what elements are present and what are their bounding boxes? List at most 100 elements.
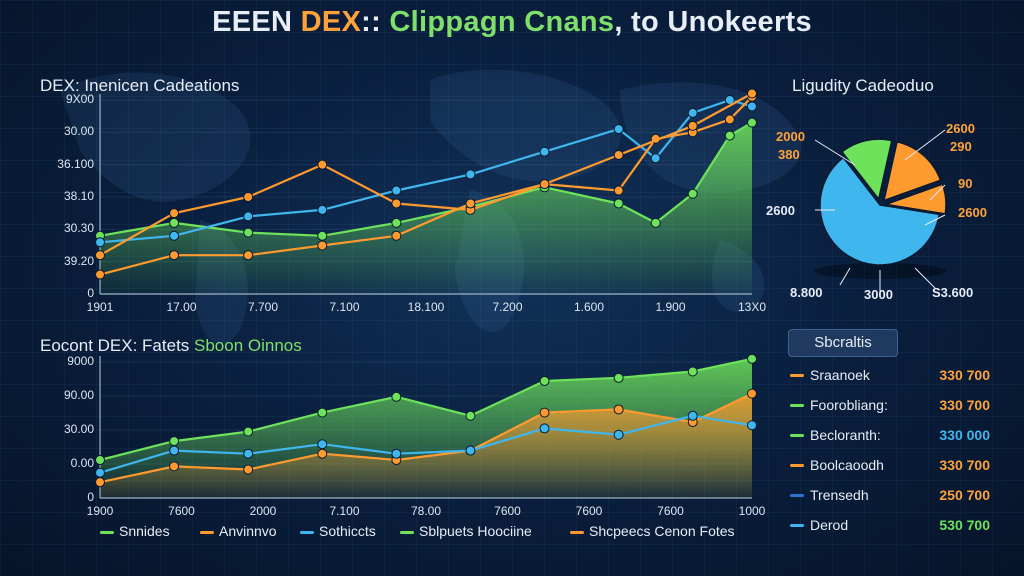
series-line-1 xyxy=(99,98,753,244)
x-tick-label: 7.100 xyxy=(329,504,360,518)
stat-value: 330 700 xyxy=(939,397,990,413)
stat-row: Sraanoek 330 700 xyxy=(790,365,1000,387)
series-line-3 xyxy=(99,92,753,276)
stat-dash xyxy=(790,404,804,407)
legend-swatch xyxy=(400,530,414,534)
stat-dash xyxy=(790,524,804,527)
data-point xyxy=(391,391,402,402)
data-point xyxy=(687,410,698,421)
x-tick-label: 18.100 xyxy=(407,300,445,314)
pie-slice-3 xyxy=(885,183,947,215)
pie-slice-1 xyxy=(840,138,893,201)
data-point xyxy=(243,448,254,459)
x-tick-label: 17.00 xyxy=(166,300,197,314)
data-point xyxy=(95,455,105,466)
data-point xyxy=(317,439,328,450)
title-part-2: DEX xyxy=(300,6,362,38)
data-point xyxy=(95,467,105,478)
pie-label: 2600 xyxy=(946,121,975,136)
stat-name: Boolcaoodh xyxy=(810,457,884,473)
data-point xyxy=(391,198,402,209)
data-point xyxy=(747,88,757,99)
data-point xyxy=(539,375,550,386)
stats-header[interactable]: Sbcraltis xyxy=(788,329,898,357)
data-point xyxy=(613,429,624,440)
stat-row: Becloranth: 330 000 xyxy=(790,425,1000,447)
data-point xyxy=(391,448,402,459)
x-tick-label: 7.200 xyxy=(492,300,523,314)
data-point xyxy=(243,250,254,261)
pie-chart xyxy=(814,129,947,292)
pie-slice-0 xyxy=(819,156,941,266)
data-point xyxy=(539,407,550,418)
legend-swatch xyxy=(100,530,114,534)
data-point xyxy=(169,217,180,228)
legend-label: Sothiccts xyxy=(319,523,376,539)
legend-item[interactable]: Sothiccts xyxy=(300,523,376,539)
data-point xyxy=(539,423,550,434)
y-tick-label: 36.100 xyxy=(57,156,94,171)
series-line-1 xyxy=(99,392,753,484)
series-area-0 xyxy=(100,122,752,294)
y-tick-label: 9000 xyxy=(67,354,94,368)
pie-leader-line xyxy=(914,267,936,289)
legend-item[interactable]: Sblpuets Hoociine xyxy=(400,523,532,539)
data-point xyxy=(465,410,476,421)
chart-0 xyxy=(95,88,757,295)
data-point xyxy=(169,445,180,456)
x-tick-label: 1901 xyxy=(86,300,114,314)
x-tick-label: 7.700 xyxy=(247,300,279,314)
y-tick-label: 0 xyxy=(87,490,94,504)
y-tick-label: 39.20 xyxy=(63,253,94,268)
data-point xyxy=(539,146,550,157)
data-point xyxy=(169,208,180,219)
legend-label: Anvinnvo xyxy=(219,523,277,539)
legend-item[interactable]: Anvinnvo xyxy=(200,523,277,539)
data-point xyxy=(243,227,254,238)
pie-label: 290 xyxy=(950,139,972,154)
pie-leader-line xyxy=(924,214,946,226)
series-line-0 xyxy=(99,357,753,462)
x-tick-label: 7600 xyxy=(575,504,603,518)
pie-chart-title: Ligudity Cadeoduo xyxy=(792,76,934,95)
stat-name: Foorobliang: xyxy=(810,397,888,413)
data-point xyxy=(391,217,402,228)
pie-leader-line xyxy=(814,139,856,166)
pie-label: 3000 xyxy=(864,287,893,302)
data-point xyxy=(465,198,476,209)
legend-item[interactable]: Snnides xyxy=(100,523,170,539)
stat-value: 530 700 xyxy=(939,517,990,533)
data-point xyxy=(317,159,328,170)
data-point xyxy=(317,240,328,251)
legend-item[interactable]: Shcpeecs Cenon Fotes xyxy=(570,523,735,539)
pie-leader-line xyxy=(839,267,851,286)
stat-dash xyxy=(790,434,804,437)
pie-label: 2600 xyxy=(958,205,987,220)
data-point xyxy=(317,204,328,215)
y-tick-label: 0 xyxy=(87,286,94,300)
stat-row: Boolcaoodh 330 700 xyxy=(790,455,1000,477)
pie-leader-line xyxy=(904,129,946,161)
x-tick-label: 7600 xyxy=(494,504,521,518)
data-point xyxy=(95,250,105,261)
y-tick-label: 30.00 xyxy=(63,124,94,139)
data-point xyxy=(687,120,698,131)
legend-swatch xyxy=(300,530,314,534)
top-chart-title: DEX: Inenicen Cadeations xyxy=(40,76,240,95)
legend-swatch xyxy=(570,530,584,534)
data-point xyxy=(169,461,180,472)
data-point xyxy=(169,230,180,241)
stat-dash xyxy=(790,374,804,377)
data-point xyxy=(747,117,757,128)
title-part-3: :: xyxy=(361,6,390,38)
x-tick-label: 7.100 xyxy=(329,300,360,314)
data-point xyxy=(687,188,698,199)
data-point xyxy=(391,185,402,196)
pie-label: 2600 xyxy=(766,203,795,218)
data-point xyxy=(650,217,661,228)
pie-slice-2 xyxy=(882,141,942,202)
data-point xyxy=(613,149,624,160)
data-point xyxy=(613,185,624,196)
